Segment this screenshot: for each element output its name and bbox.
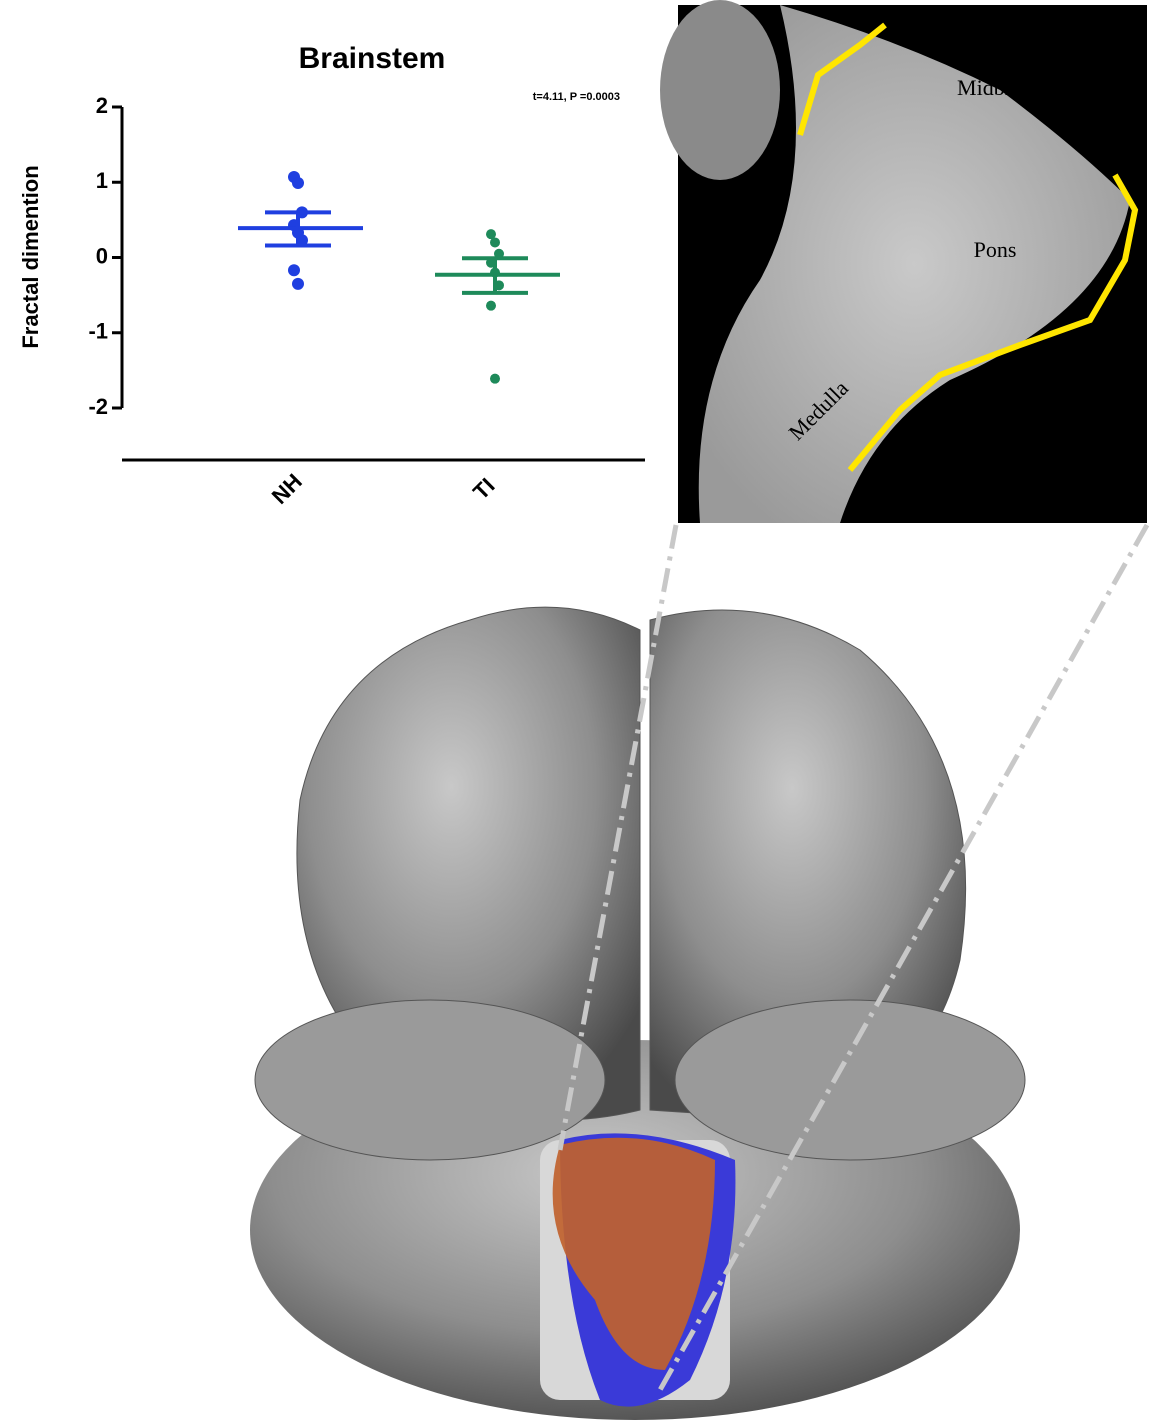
mri-panel: Midbrain Pons Medulla — [660, 0, 1147, 523]
data-point — [486, 300, 496, 311]
mri-label: Pons — [974, 237, 1017, 262]
chart-title: Brainstem — [299, 42, 446, 75]
data-point — [486, 229, 496, 240]
y-tick-label: 2 — [96, 93, 108, 118]
y-tick-label: 1 — [96, 168, 108, 193]
data-point — [490, 373, 500, 384]
y-tick-label: -1 — [88, 319, 108, 344]
y-axis-label: Fractal dimention — [18, 165, 43, 348]
data-point — [288, 264, 300, 277]
y-tick-label: 0 — [96, 243, 108, 268]
data-point — [494, 248, 504, 259]
annotation: t=4.11, P =0.0003 — [533, 91, 620, 103]
x-tick-label: NH — [267, 469, 307, 509]
data-point — [292, 177, 304, 190]
x-tick-label: TI — [468, 473, 500, 505]
data-point — [490, 237, 500, 248]
data-point — [292, 277, 304, 290]
brain-render — [250, 606, 1026, 1420]
mri-label: Midbrain — [957, 75, 1039, 100]
zoom-lines — [557, 523, 1150, 1392]
y-tick-label: -2 — [88, 394, 108, 419]
